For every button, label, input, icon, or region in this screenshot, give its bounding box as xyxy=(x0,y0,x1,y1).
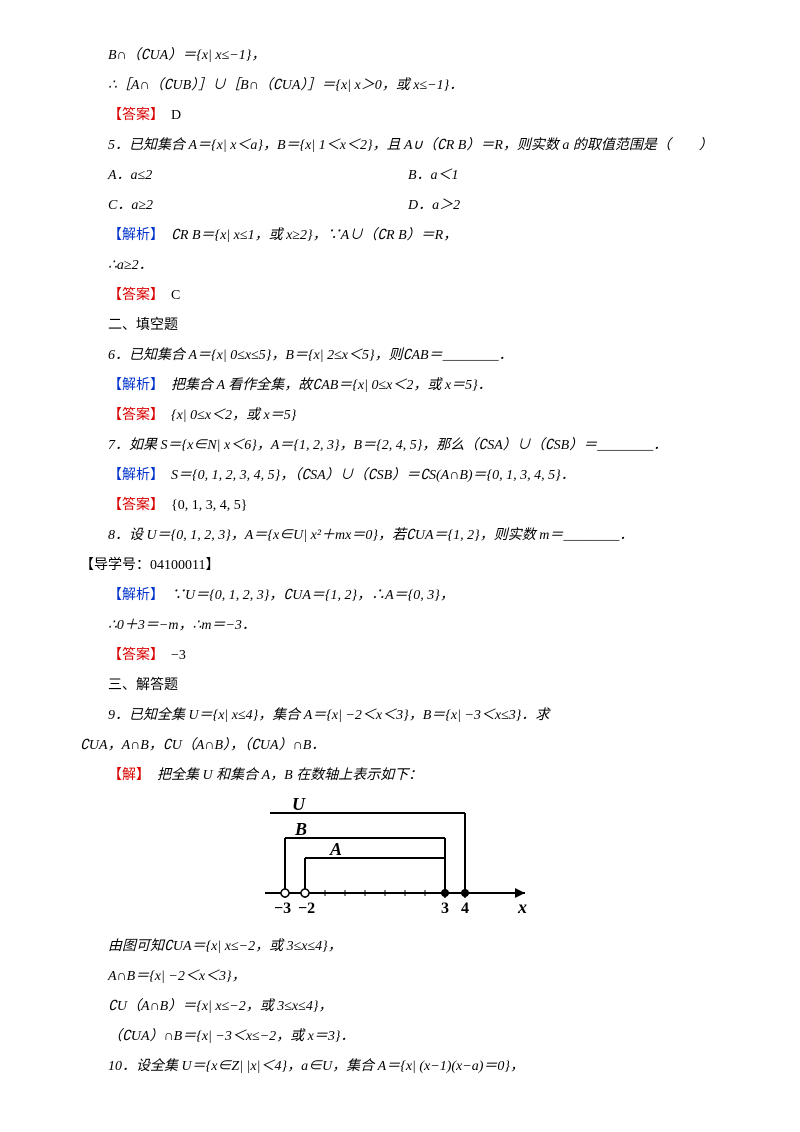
text-line: ∴a≥2． xyxy=(80,252,720,280)
answer-line: 【答案】 −3 xyxy=(80,642,720,670)
number-line-diagram: U B A −3 −2 3 4 x xyxy=(80,798,720,929)
diagram-tick-m2: −2 xyxy=(298,900,315,917)
section-heading: 三、解答题 xyxy=(80,672,720,700)
analysis-text: 把集合 A 看作全集，故∁AB＝{x| 0≤x＜2，或 x＝5}． xyxy=(157,378,492,393)
analysis-label: 【解析】 xyxy=(108,378,157,393)
result-line: ∁U（A∩B）＝{x| x≤−2，或 3≤x≤4}， xyxy=(80,993,720,1021)
text-line: ∴［A∩（∁UB）］∪［B∩（∁UA）］＝{x| x＞0，或 x≤−1}． xyxy=(80,72,720,100)
answer-value: {0, 1, 3, 4, 5} xyxy=(157,498,247,513)
page: B∩（∁UA）＝{x| x≤−1}， ∴［A∩（∁UB）］∪［B∩（∁UA）］＝… xyxy=(0,0,800,1132)
result-line: 由图可知∁UA＝{x| x≤−2，或 3≤x≤4}， xyxy=(80,933,720,961)
options-row-1: A．a≤2 B．a＜1 xyxy=(80,162,720,190)
math-text: B∩（∁UA）＝{x| x≤−1}， xyxy=(108,48,265,63)
solution-label: 【解】 xyxy=(108,768,143,783)
math-text: ∴a≥2． xyxy=(108,258,153,273)
analysis-line: 【解析】 把集合 A 看作全集，故∁AB＝{x| 0≤x＜2，或 x＝5}． xyxy=(80,372,720,400)
math-text: 由图可知∁UA＝{x| x≤−2，或 3≤x≤4}， xyxy=(108,939,342,954)
section-text: 三、解答题 xyxy=(108,678,178,693)
answer-label: 【答案】 xyxy=(108,408,157,423)
solution-text: 把全集 U 和集合 A，B 在数轴上表示如下： xyxy=(143,768,422,783)
guide-text: 【导学号：04100011】 xyxy=(80,558,219,573)
answer-line: 【答案】 {x| 0≤x＜2，或 x＝5} xyxy=(80,402,720,430)
option-d: D．a＞2 xyxy=(408,192,460,220)
answer-label: 【答案】 xyxy=(108,648,157,663)
answer-label: 【答案】 xyxy=(108,288,157,303)
answer-line: 【答案】 {0, 1, 3, 4, 5} xyxy=(80,492,720,520)
text-line: B∩（∁UA）＝{x| x≤−1}， xyxy=(80,42,720,70)
diagram-tick-4: 4 xyxy=(461,900,469,917)
answer-label: 【答案】 xyxy=(108,498,157,513)
diagram-label-b: B xyxy=(294,819,307,839)
options-row-2: C．a≥2 D．a＞2 xyxy=(80,192,720,220)
question-7: 7．如果 S＝{x∈N| x＜6}，A＝{1, 2, 3}，B＝{2, 4, 5… xyxy=(80,432,720,460)
analysis-text: ∵U＝{0, 1, 2, 3}，∁UA＝{1, 2}，∴A＝{0, 3}， xyxy=(157,588,454,603)
question-text: 7．如果 S＝{x∈N| x＜6}，A＝{1, 2, 3}，B＝{2, 4, 5… xyxy=(108,438,667,453)
answer-label: 【答案】 xyxy=(108,108,157,123)
diagram-label-u: U xyxy=(292,798,306,814)
question-9-cont: ∁UA，A∩B，∁U（A∩B），（∁UA）∩B． xyxy=(80,732,720,760)
question-6: 6．已知集合 A＝{x| 0≤x≤5}，B＝{x| 2≤x＜5}，则∁AB＝__… xyxy=(80,342,720,370)
math-text: ∴0＋3＝−m，∴m＝−3． xyxy=(108,618,256,633)
analysis-label: 【解析】 xyxy=(108,468,157,483)
answer-value: D xyxy=(157,108,181,123)
diagram-tick-m3: −3 xyxy=(274,900,291,917)
analysis-line: 【解析】 S＝{0, 1, 2, 3, 4, 5}，（∁SA）∪（∁SB）＝∁S… xyxy=(80,462,720,490)
math-text: A∩B＝{x| −2＜x＜3}， xyxy=(108,969,246,984)
question-9: 9．已知全集 U＝{x| x≤4}，集合 A＝{x| −2＜x＜3}，B＝{x|… xyxy=(80,702,720,730)
analysis-label: 【解析】 xyxy=(108,228,157,243)
text-line: ∴0＋3＝−m，∴m＝−3． xyxy=(80,612,720,640)
question-text: 5．已知集合 A＝{x| x＜a}，B＝{x| 1＜x＜2}，且 A∪（∁R B… xyxy=(108,138,713,153)
question-10: 10．设全集 U＝{x∈Z| |x|＜4}，a∈U，集合 A＝{x| (x−1)… xyxy=(80,1053,720,1081)
analysis-text: S＝{0, 1, 2, 3, 4, 5}，（∁SA）∪（∁SB）＝∁S(A∩B)… xyxy=(157,468,575,483)
diagram-axis-x: x xyxy=(517,897,527,917)
analysis-line: 【解析】 ∁R B＝{x| x≤1，或 x≥2}，∵A∪（∁R B）＝R， xyxy=(80,222,720,250)
option-c: C．a≥2 xyxy=(108,192,408,220)
analysis-label: 【解析】 xyxy=(108,588,157,603)
answer-value: {x| 0≤x＜2，或 x＝5} xyxy=(157,408,296,423)
question-text: 6．已知集合 A＝{x| 0≤x≤5}，B＝{x| 2≤x＜5}，则∁AB＝__… xyxy=(108,348,513,363)
question-5: 5．已知集合 A＝{x| x＜a}，B＝{x| 1＜x＜2}，且 A∪（∁R B… xyxy=(80,132,720,160)
guide-number: 【导学号：04100011】 xyxy=(80,552,720,580)
math-text: ∁U（A∩B）＝{x| x≤−2，或 3≤x≤4}， xyxy=(108,999,332,1014)
analysis-text: ∁R B＝{x| x≤1，或 x≥2}，∵A∪（∁R B）＝R， xyxy=(157,228,457,243)
question-text: 10．设全集 U＝{x∈Z| |x|＜4}，a∈U，集合 A＝{x| (x−1)… xyxy=(108,1059,524,1074)
option-a: A．a≤2 xyxy=(108,162,408,190)
section-text: 二、填空题 xyxy=(108,318,178,333)
answer-value: −3 xyxy=(157,648,186,663)
result-line: （∁UA）∩B＝{x| −3＜x≤−2，或 x＝3}． xyxy=(80,1023,720,1051)
answer-line: 【答案】 D xyxy=(80,102,720,130)
question-text: 8．设 U＝{0, 1, 2, 3}，A＝{x∈U| x²＋mx＝0}，若∁UA… xyxy=(108,528,633,543)
section-heading: 二、填空题 xyxy=(80,312,720,340)
question-text: ∁UA，A∩B，∁U（A∩B），（∁UA）∩B． xyxy=(80,738,325,753)
answer-line: 【答案】 C xyxy=(80,282,720,310)
result-line: A∩B＝{x| −2＜x＜3}， xyxy=(80,963,720,991)
math-text: ∴［A∩（∁UB）］∪［B∩（∁UA）］＝{x| x＞0，或 x≤−1}． xyxy=(108,78,463,93)
analysis-line: 【解析】 ∵U＝{0, 1, 2, 3}，∁UA＝{1, 2}，∴A＝{0, 3… xyxy=(80,582,720,610)
option-b: B．a＜1 xyxy=(408,162,459,190)
solution-line: 【解】 把全集 U 和集合 A，B 在数轴上表示如下： xyxy=(80,762,720,790)
question-8: 8．设 U＝{0, 1, 2, 3}，A＝{x∈U| x²＋mx＝0}，若∁UA… xyxy=(80,522,720,550)
diagram-label-a: A xyxy=(329,839,342,859)
answer-value: C xyxy=(157,288,180,303)
diagram-tick-3: 3 xyxy=(441,900,449,917)
question-text: 9．已知全集 U＝{x| x≤4}，集合 A＝{x| −2＜x＜3}，B＝{x|… xyxy=(108,708,549,723)
math-text: （∁UA）∩B＝{x| −3＜x≤−2，或 x＝3}． xyxy=(108,1029,355,1044)
